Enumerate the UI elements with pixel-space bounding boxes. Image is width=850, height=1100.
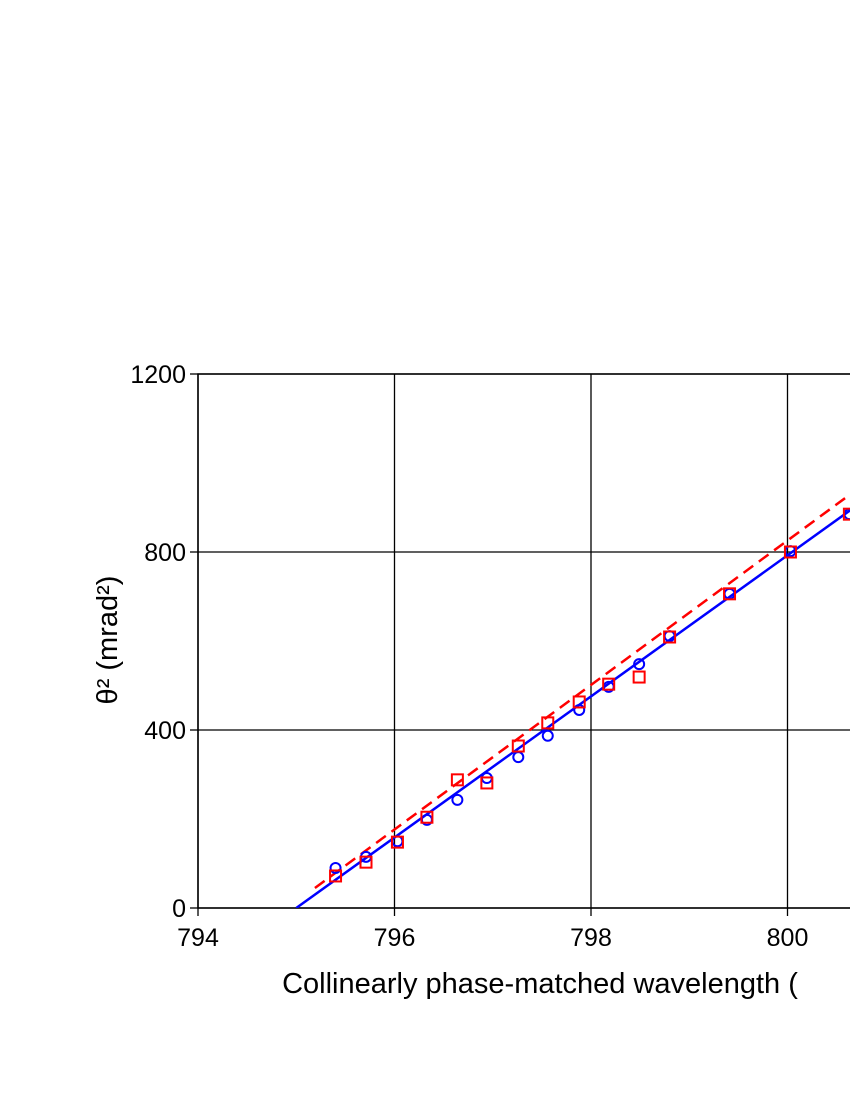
data-point [541,716,555,730]
data-point [451,793,464,806]
y-tick-label: 800 [144,539,186,567]
x-axis-label: Collinearly phase-matched wavelength ( [282,968,798,1000]
x-tick-label: 798 [570,924,612,952]
y-tick-label: 0 [172,895,186,923]
fit-line [295,509,850,908]
data-point [573,703,586,716]
data-point [541,729,554,742]
data-point [420,810,434,824]
y-tick-label: 1200 [130,361,186,389]
data-point [842,507,850,521]
data-point [329,869,343,883]
data-point [572,695,586,709]
data-point [602,677,616,691]
x-tick-label: 800 [767,924,809,952]
y-axis-label: θ² (mrad²) [92,576,124,705]
fit-line [314,492,850,889]
data-point [512,751,525,764]
data-point [663,630,677,644]
data-point [329,861,342,874]
data-point [450,773,464,787]
y-tick-label: 400 [144,717,186,745]
data-point [390,835,404,849]
plot-frame [197,373,850,909]
data-point [632,670,646,684]
data-point [633,658,646,671]
x-tick-label: 794 [177,924,219,952]
data-point [359,855,373,869]
data-point [511,739,525,753]
x-tick-label: 796 [374,924,416,952]
data-point [783,545,797,559]
data-point [723,587,737,601]
data-point [480,776,494,790]
